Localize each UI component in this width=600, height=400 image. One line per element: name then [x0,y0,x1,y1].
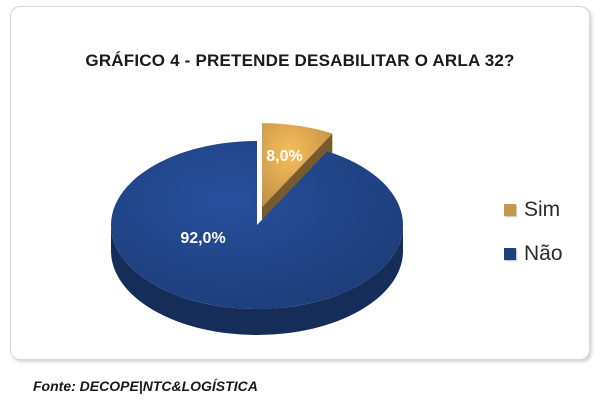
pie-slice-no [110,141,403,310]
source-note: Fonte: DECOPE|NTC&LOGÍSTICA [33,378,258,394]
legend-swatch-sim [504,204,516,216]
legend-item-sim: Sim [504,195,563,225]
legend-label-nao: Não [524,242,563,265]
data-label-sim: 8,0% [266,148,302,165]
legend: Sim Não [504,195,563,283]
data-label-no: 92,0% [180,230,225,247]
legend-swatch-nao [504,248,516,260]
legend-label-sim: Sim [524,198,561,221]
chart-title: GRÁFICO 4 - PRETENDE DESABILITAR O ARLA … [85,51,515,70]
legend-item-nao: Não [504,239,563,269]
pie-slice-sim [261,123,333,208]
chart-frame: GRÁFICO 4 - PRETENDE DESABILITAR O ARLA … [10,6,590,360]
pie-side-no [111,225,403,335]
pie-chart: 8,0% 92,0% [110,123,403,335]
